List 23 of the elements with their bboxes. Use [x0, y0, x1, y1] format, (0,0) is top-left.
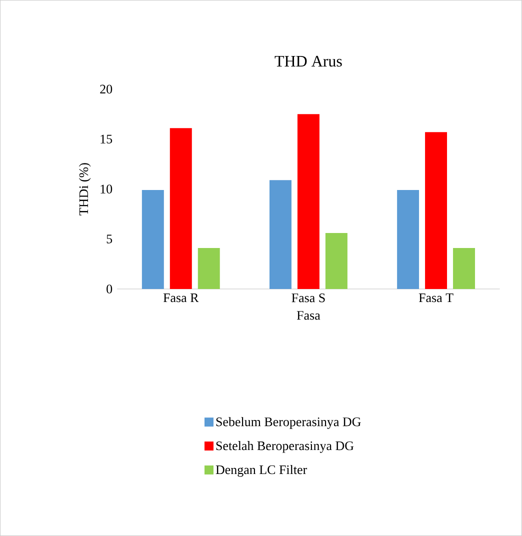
legend-label: Setelah Beroperasinya DG — [216, 441, 354, 453]
x-tick-label: Fasa T — [418, 294, 454, 302]
bar — [269, 180, 292, 289]
bar — [198, 248, 220, 289]
bar — [325, 233, 348, 289]
bar — [297, 114, 320, 289]
y-tick-label: 15 — [100, 134, 112, 144]
x-tick-label: Fasa S — [292, 294, 325, 302]
bar — [142, 190, 164, 289]
y-axis-title: THDi (%) — [78, 163, 91, 216]
bar — [170, 128, 192, 289]
y-tick-label: 5 — [106, 234, 112, 244]
bar — [453, 248, 476, 289]
chart-title: THD Arus — [274, 56, 342, 67]
legend-label: Dengan LC Filter — [216, 464, 308, 477]
x-axis-title: Fasa — [296, 311, 320, 320]
bar — [397, 190, 420, 289]
bar — [425, 132, 448, 289]
y-tick-label: 20 — [100, 84, 112, 94]
legend-label: Sebelum Beroperasinya DG — [216, 417, 361, 429]
x-tick-label: Fasa R — [163, 294, 199, 302]
y-tick-label: 10 — [100, 184, 112, 194]
y-tick-label: 0 — [106, 284, 112, 294]
